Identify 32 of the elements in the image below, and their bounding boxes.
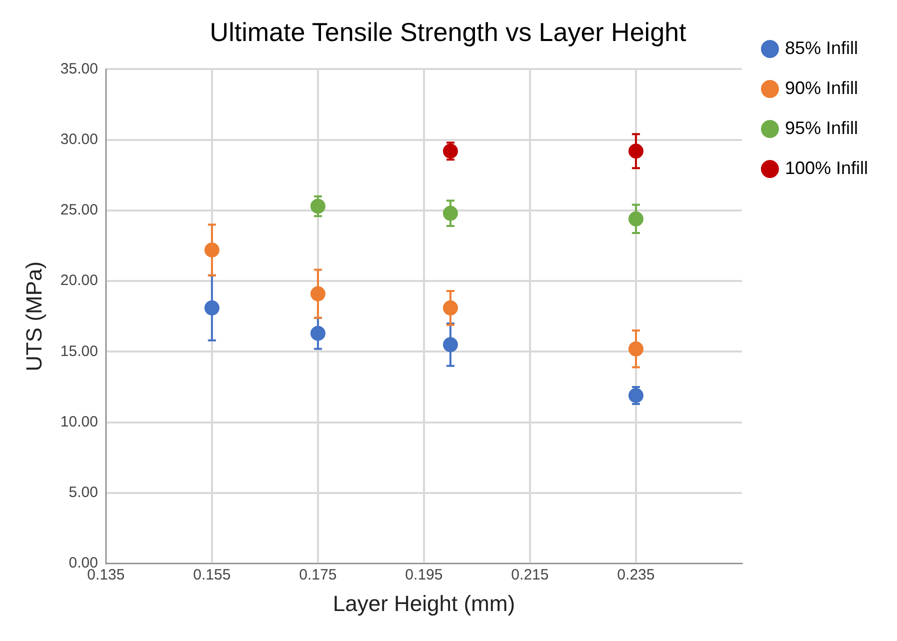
legend-label: 85% Infill: [784, 38, 858, 58]
point: [628, 144, 644, 159]
x-tick-label: 0.195: [405, 566, 443, 584]
y-tick-label: 35.00: [60, 60, 98, 78]
x-axis-title: Layer Height (mm): [332, 590, 516, 616]
y-axis-title: UTS (MPa): [21, 261, 46, 372]
y-tick-label: 25.00: [60, 202, 98, 219]
x-tick-label: 0.215: [511, 566, 549, 584]
point: [442, 206, 458, 221]
x-tick-label: 0.235: [617, 566, 655, 584]
point: [628, 211, 644, 226]
point: [628, 388, 644, 404]
y-tick-label: 15.00: [60, 342, 98, 360]
point: [204, 300, 220, 316]
x-tick-label: 0.155: [193, 566, 231, 584]
legend-label: 100% Infill: [784, 158, 868, 178]
y-tick-label: 5.00: [68, 484, 98, 502]
chart-title: Ultimate Tensile Strength vs Layer Height: [210, 16, 687, 47]
point: [204, 242, 220, 258]
y-tick-label: 30.00: [60, 130, 98, 148]
y-tick-label: 10.00: [60, 413, 98, 430]
x-tick-label: 0.175: [299, 566, 337, 584]
point: [628, 341, 644, 356]
point: [310, 326, 326, 341]
point: [310, 198, 326, 214]
legend-label: 90% Infill: [784, 78, 858, 98]
point: [442, 337, 458, 352]
point: [310, 286, 326, 302]
point: [442, 300, 458, 316]
point: [442, 144, 458, 159]
y-tick-label: 20.00: [60, 272, 98, 290]
legend-label: 95% Infill: [784, 118, 858, 138]
